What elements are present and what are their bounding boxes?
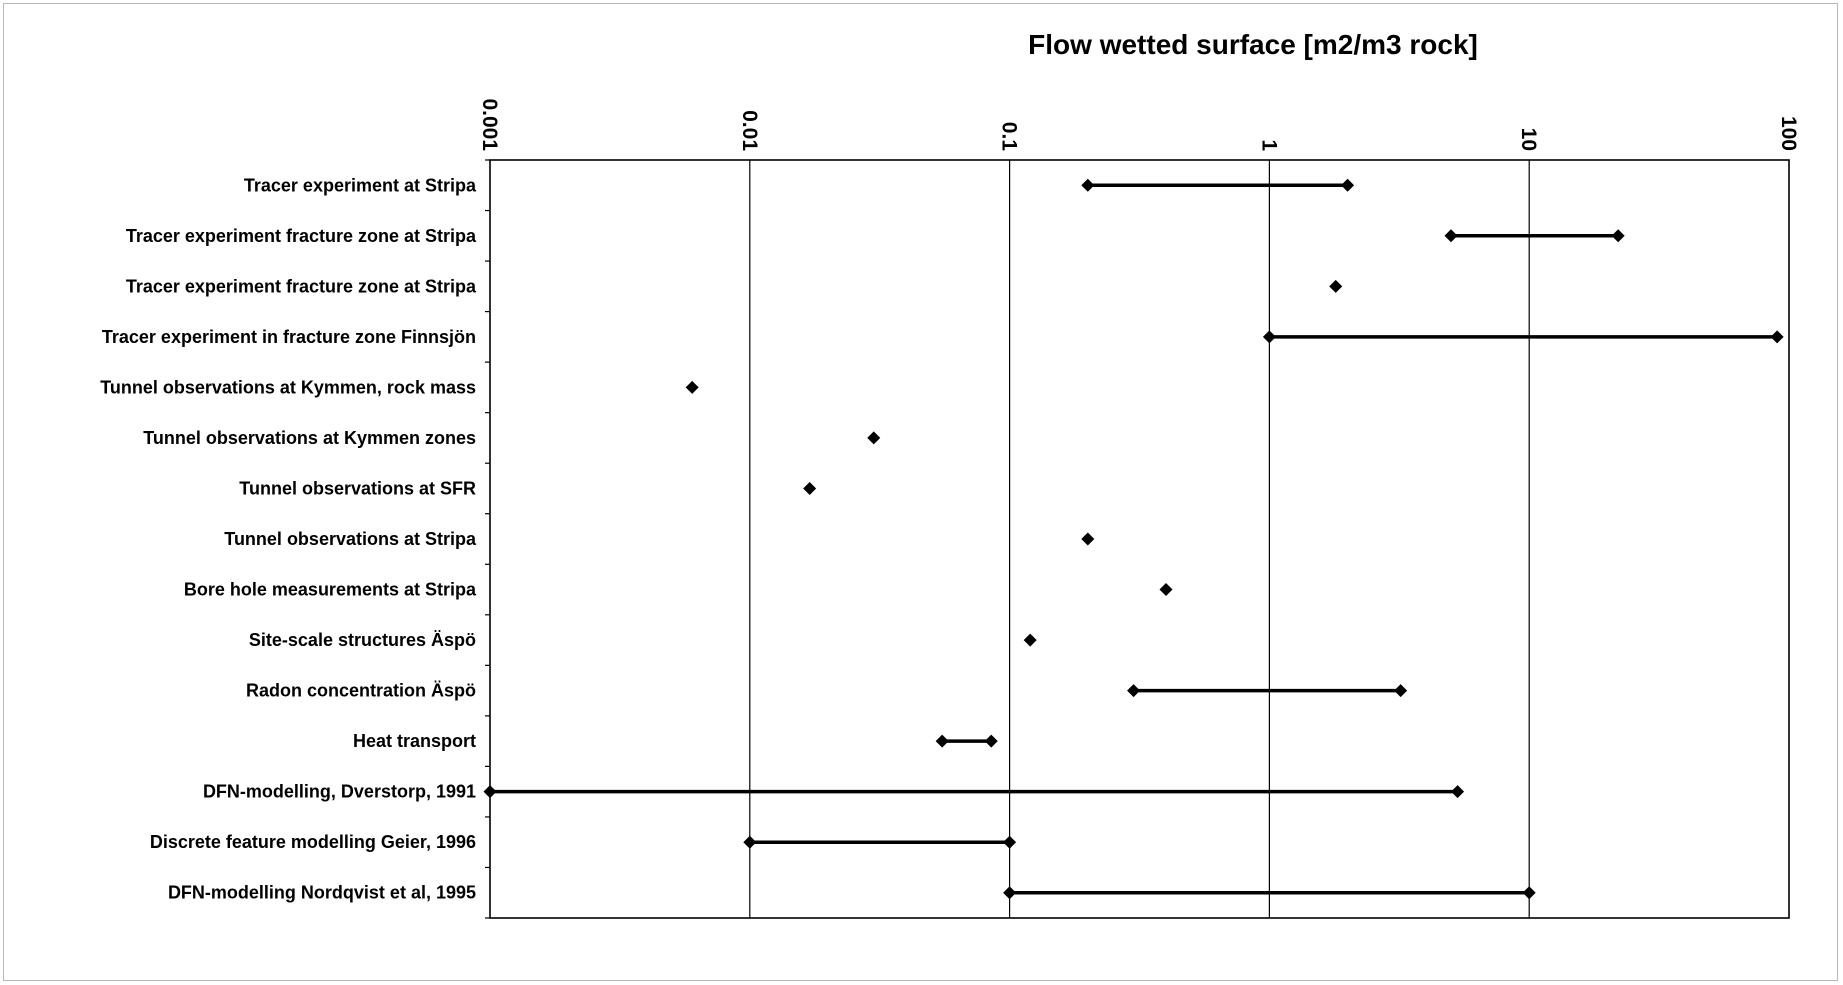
category-label: Tracer experiment fracture zone at Strip…: [126, 276, 477, 296]
category-label: Radon concentration Äspö: [246, 681, 476, 701]
diamond-marker: [1262, 330, 1276, 344]
category-label: Tunnel observations at Stripa: [224, 529, 477, 549]
diamond-marker: [1522, 886, 1536, 900]
diamond-marker: [1394, 684, 1408, 698]
category-label: Heat transport: [353, 731, 476, 751]
diamond-marker: [984, 734, 998, 748]
x-tick-label: 0.1: [998, 122, 1021, 152]
category-label: Bore hole measurements at Stripa: [184, 580, 477, 600]
diamond-marker: [743, 835, 757, 849]
category-label: DFN-modelling, Dverstorp, 1991: [203, 782, 476, 802]
diamond-marker: [1023, 633, 1037, 647]
chart-title: Flow wetted surface [m2/m3 rock]: [1028, 29, 1478, 60]
x-tick-label: 0.001: [478, 98, 501, 151]
category-label: Site-scale structures Äspö: [249, 630, 476, 650]
diamond-marker: [867, 431, 881, 445]
category-label: Tunnel observations at Kymmen zones: [143, 428, 476, 448]
diamond-marker: [1451, 785, 1465, 799]
diamond-marker: [935, 734, 949, 748]
x-tick-labels: 0.001 0.01 0.1 1 10 100: [478, 98, 1800, 151]
diamond-marker: [1003, 835, 1017, 849]
category-label: Tracer experiment in fracture zone Finns…: [102, 327, 476, 347]
category-labels: Tracer experiment at Stripa Tracer experi…: [100, 175, 477, 902]
diamond-marker: [1329, 279, 1343, 293]
category-label: Tunnel observations at SFR: [239, 478, 476, 498]
diamond-marker: [685, 380, 699, 394]
diamond-marker: [1611, 229, 1625, 243]
category-label: DFN-modelling Nordqvist et al, 1995: [168, 883, 476, 903]
diamond-marker: [1444, 229, 1458, 243]
category-label: Tunnel observations at Kymmen, rock mass: [100, 377, 476, 397]
diamond-marker: [483, 785, 497, 799]
diamond-marker: [803, 481, 817, 495]
x-tick-label: 100: [1777, 116, 1800, 151]
diamond-marker: [1003, 886, 1017, 900]
diamond-marker: [1341, 178, 1355, 192]
category-label: Discrete feature modelling Geier, 1996: [150, 832, 476, 852]
plot-area-border: [485, 159, 1790, 919]
diamond-marker: [1081, 532, 1095, 546]
chart-frame: [3, 3, 1838, 981]
diamond-marker: [1127, 684, 1141, 698]
diamond-marker: [1081, 178, 1095, 192]
diamond-marker: [1770, 330, 1784, 344]
x-tick-label: 10: [1517, 128, 1540, 151]
category-label: Tracer experiment fracture zone at Strip…: [126, 226, 477, 246]
grid-lines: [749, 160, 1530, 918]
x-tick-label: 1: [1257, 139, 1280, 151]
data-marks: [483, 178, 1784, 900]
plot-border: [489, 159, 1790, 919]
diamond-marker: [1159, 583, 1173, 597]
x-tick-label: 0.01: [738, 110, 761, 151]
category-label: Tracer experiment at Stripa: [244, 175, 477, 195]
